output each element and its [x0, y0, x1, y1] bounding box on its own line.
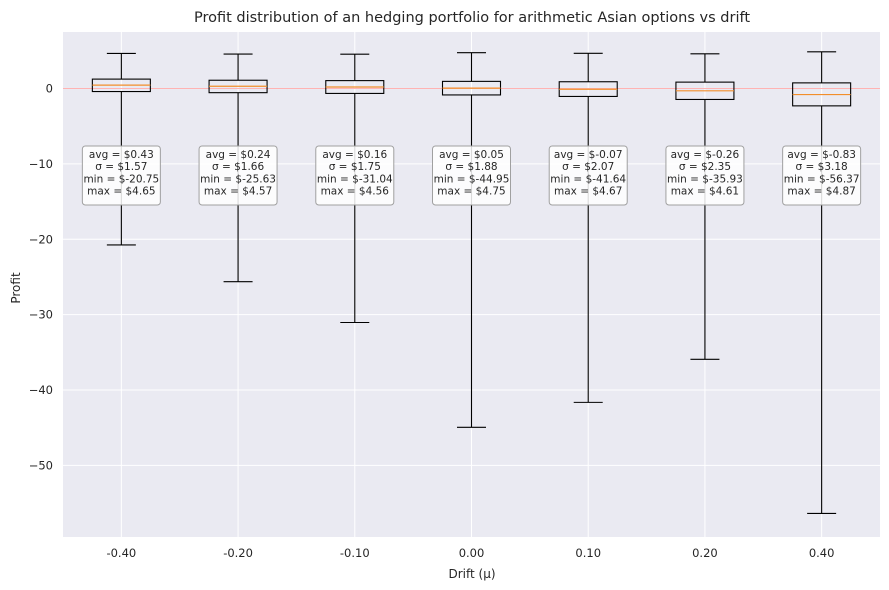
stats-line: σ = $2.35 — [679, 161, 731, 173]
stats-line: avg = $0.05 — [439, 149, 504, 161]
x-tick-label: 0.00 — [459, 546, 485, 560]
stats-line: min = $-25.63 — [200, 173, 276, 185]
stats-line: max = $4.57 — [204, 186, 272, 198]
stats-line: avg = $-0.07 — [554, 149, 623, 161]
x-tick-label: 0.20 — [692, 546, 718, 560]
x-axis-ticks: -0.40 -0.20 -0.10 0.00 0.10 0.20 0.40 — [106, 546, 834, 560]
y-tick-label: −50 — [29, 458, 53, 472]
box--0.40 — [91, 52, 151, 246]
stats-box-frame — [432, 145, 511, 206]
y-tick-label: −30 — [29, 308, 53, 322]
stats-line: σ = $1.66 — [212, 161, 265, 173]
x-tick-label: -0.20 — [223, 546, 253, 560]
stats-line: min = $-56.37 — [784, 173, 860, 185]
stats-line: min = $-41.64 — [550, 173, 626, 185]
stats-line: avg = $0.43 — [89, 149, 154, 161]
chart-title: Profit distribution of an hedging portfo… — [194, 10, 750, 26]
stats-line: σ = $3.18 — [796, 161, 848, 173]
stats-line: avg = $-0.83 — [787, 149, 856, 161]
y-axis-label: Profit — [9, 272, 23, 304]
stats-line: σ = $1.88 — [445, 161, 497, 173]
stats-line: max = $4.87 — [787, 186, 855, 198]
stats-line: max = $4.61 — [671, 186, 739, 198]
stats-line: min = $-35.93 — [667, 173, 743, 185]
stats-line: avg = $0.24 — [206, 149, 271, 161]
box-0.20 — [675, 53, 735, 360]
stats-box-frame — [315, 145, 395, 206]
stats-line: σ = $1.75 — [329, 161, 381, 173]
y-tick-label: −40 — [29, 383, 53, 397]
stats-line: max = $4.65 — [87, 186, 155, 198]
stats-line: max = $4.75 — [437, 186, 505, 198]
stats-box-frame — [81, 145, 161, 206]
y-tick-label: −20 — [29, 232, 53, 246]
x-tick-label: -0.10 — [340, 546, 370, 560]
x-axis-label: Drift (μ) — [448, 567, 495, 581]
stats-box-frame — [782, 145, 862, 206]
stats-box-frame — [198, 145, 278, 206]
y-tick-label: 0 — [46, 82, 53, 96]
x-tick-label: 0.40 — [809, 546, 835, 560]
stats-line: σ = $1.57 — [95, 161, 147, 173]
stats-line: avg = $0.16 — [322, 149, 387, 161]
stats-box-frame — [548, 145, 628, 206]
stats-line: avg = $-0.26 — [671, 149, 740, 161]
y-axis-ticks: 0 −10 −20 −30 −40 −50 — [29, 82, 53, 473]
stats-line: min = $-31.04 — [317, 173, 393, 185]
stats-line: max = $4.56 — [321, 186, 390, 198]
stats-line: max = $4.67 — [554, 186, 622, 198]
stats-line: min = $-44.95 — [434, 173, 510, 185]
y-tick-label: −10 — [29, 157, 53, 171]
x-tick-label: -0.40 — [106, 546, 136, 560]
x-tick-label: 0.10 — [575, 546, 601, 560]
stats-box-frame — [665, 145, 745, 206]
stats-line: σ = $2.07 — [562, 161, 614, 173]
box--0.10 — [325, 53, 385, 324]
stats-line: min = $-20.75 — [83, 173, 159, 185]
